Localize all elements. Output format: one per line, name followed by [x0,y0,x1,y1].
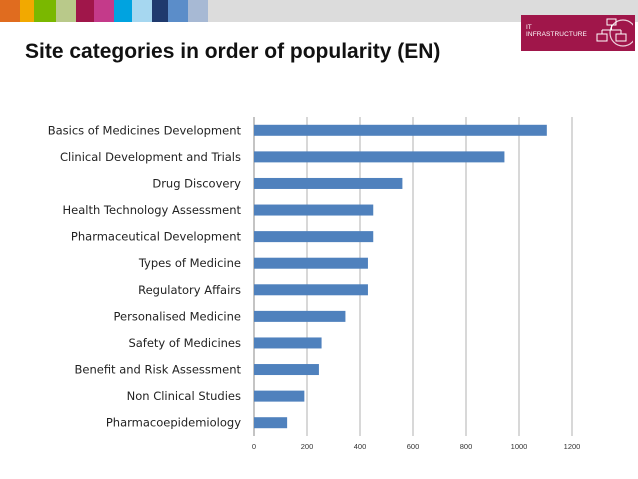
color-strip-block [56,0,76,22]
bar [254,337,322,349]
color-strip-block [0,0,20,22]
color-strip-block [132,0,152,22]
category-label: Regulatory Affairs [138,283,241,297]
color-strip-block [76,0,94,22]
logo-line-1: IT [526,24,532,31]
x-tick-label: 800 [460,442,473,451]
bar [254,417,288,429]
color-strip-block [152,0,168,22]
bar [254,257,368,269]
category-label: Non Clinical Studies [127,389,241,403]
category-label: Clinical Development and Trials [60,150,241,164]
category-label: Pharmacoepidemiology [106,416,241,430]
x-tick-label: 0 [252,442,256,451]
category-label: Benefit and Risk Assessment [74,363,241,377]
x-tick-label: 600 [407,442,420,451]
bar [254,124,547,136]
bar [254,231,374,243]
category-label: Health Technology Assessment [63,203,242,217]
bar [254,390,305,402]
category-label: Safety of Medicines [128,336,241,350]
category-label: Types of Medicine [138,256,241,270]
bar [254,204,374,216]
color-strip-block [20,0,34,22]
bar [254,284,368,296]
x-tick-label: 400 [354,442,367,451]
color-strip-block [34,0,56,22]
category-label: Pharmaceutical Development [71,230,242,244]
color-strip-block [188,0,208,22]
page-title: Site categories in order of popularity (… [25,40,441,63]
x-tick-label: 200 [301,442,314,451]
x-tick-label: 1200 [564,442,581,451]
logo-line-2: INFRASTRUCTURE [526,31,587,38]
bar [254,364,319,376]
it-infrastructure-logo: IT INFRASTRUCTURE [521,15,635,51]
category-label: Drug Discovery [152,176,241,190]
category-label: Basics of Medicines Development [48,123,242,137]
color-strip-block [114,0,132,22]
bar [254,151,505,163]
bar [254,177,403,189]
color-strip [0,0,638,22]
category-label: Personalised Medicine [114,309,241,323]
network-diagram-icon [596,18,633,47]
color-strip-block [168,0,188,22]
bar [254,310,346,322]
x-tick-label: 1000 [511,442,528,451]
color-strip-block [94,0,114,22]
